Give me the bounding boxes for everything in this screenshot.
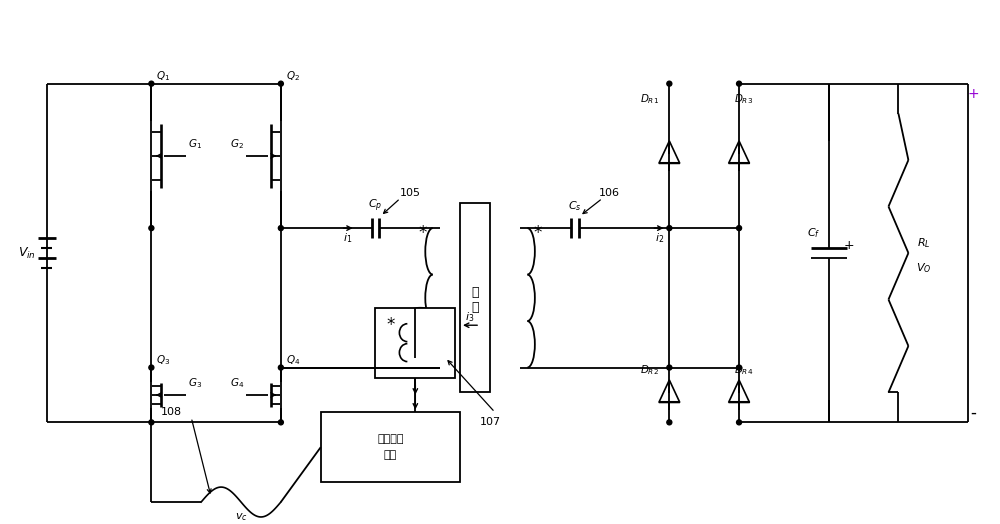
Text: $i_3$: $i_3$ (465, 310, 475, 324)
Text: 电路: 电路 (384, 450, 397, 460)
Text: $V_{in}$: $V_{in}$ (18, 245, 36, 260)
Circle shape (149, 226, 154, 231)
Bar (321, 412, 460, 482)
Text: +: + (843, 238, 854, 252)
Text: +: + (967, 86, 979, 101)
Circle shape (737, 365, 742, 370)
Text: $G_3$: $G_3$ (188, 376, 202, 390)
Text: $D_{R2}$: $D_{R2}$ (640, 363, 659, 377)
Circle shape (149, 365, 154, 370)
Text: $Q_4$: $Q_4$ (286, 353, 300, 367)
Circle shape (278, 420, 283, 425)
Text: $G_2$: $G_2$ (230, 137, 244, 151)
Text: 106: 106 (599, 188, 620, 198)
Circle shape (278, 226, 283, 231)
Circle shape (737, 226, 742, 231)
Circle shape (667, 81, 672, 86)
Circle shape (278, 365, 283, 370)
Text: $D_{R4}$: $D_{R4}$ (734, 363, 753, 377)
Circle shape (149, 81, 154, 86)
Circle shape (667, 420, 672, 425)
Text: $C_p$: $C_p$ (368, 198, 383, 214)
Text: -: - (970, 403, 976, 421)
Text: $D_{R3}$: $D_{R3}$ (734, 92, 753, 105)
Circle shape (278, 81, 283, 86)
Text: 107: 107 (479, 417, 501, 428)
Text: 105: 105 (400, 188, 421, 198)
Text: $v_c$: $v_c$ (235, 511, 247, 523)
Text: *: * (386, 316, 395, 334)
Text: $C_f$: $C_f$ (807, 226, 821, 240)
Circle shape (667, 226, 672, 231)
Circle shape (737, 420, 742, 425)
Text: 气: 气 (471, 286, 479, 299)
Text: 108: 108 (161, 407, 182, 418)
Bar (460, 203, 490, 392)
Text: *: * (534, 224, 542, 242)
Text: 流压转换: 流压转换 (377, 434, 404, 444)
Circle shape (737, 81, 742, 86)
Text: $Q_3$: $Q_3$ (156, 353, 171, 367)
Text: $Q_2$: $Q_2$ (286, 69, 300, 83)
Text: $V_O$: $V_O$ (916, 261, 931, 275)
Text: $G_1$: $G_1$ (188, 137, 202, 151)
Circle shape (667, 365, 672, 370)
Text: $R_L$: $R_L$ (917, 236, 930, 250)
Text: $C_s$: $C_s$ (568, 199, 582, 213)
Text: $D_{R1}$: $D_{R1}$ (640, 92, 659, 105)
Text: $i_1$: $i_1$ (343, 231, 352, 245)
Text: *: * (418, 224, 426, 242)
Bar (375, 308, 455, 377)
Circle shape (149, 420, 154, 425)
Text: $Q_1$: $Q_1$ (156, 69, 171, 83)
Text: $i_2$: $i_2$ (655, 231, 664, 245)
Text: 隙: 隙 (471, 301, 479, 314)
Text: $G_4$: $G_4$ (230, 376, 244, 390)
